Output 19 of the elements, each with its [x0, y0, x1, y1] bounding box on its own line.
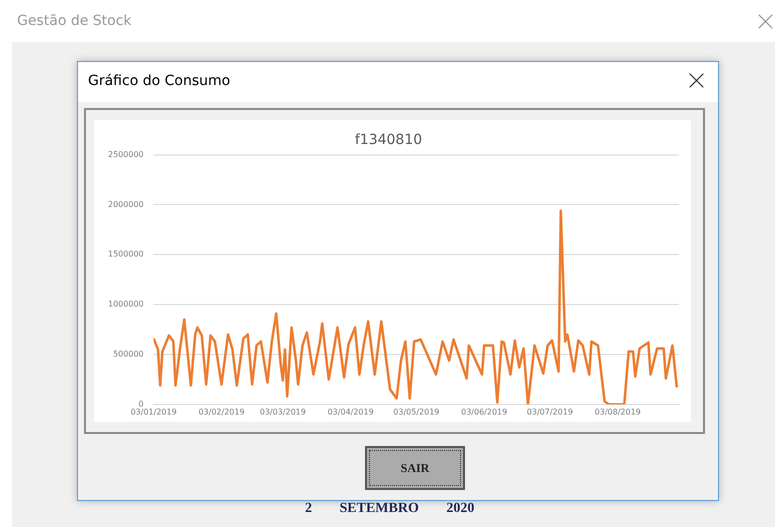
y-tick-label: 2500000 [108, 150, 144, 159]
x-tick-label: 03/03/2019 [260, 407, 306, 416]
y-tick-label: 1500000 [108, 250, 144, 259]
x-tick-label: 03/07/2019 [526, 407, 573, 416]
y-tick-label: 2000000 [108, 200, 144, 209]
text: 2 SETEMBRO 2020 [305, 501, 474, 516]
y-tick-label: 500000 [113, 350, 144, 359]
text: SAIR [400, 460, 430, 476]
y-tick-label: 0 [138, 399, 144, 408]
text: Gráfico do Consumo [88, 73, 230, 89]
text: Gestão de Stock [17, 13, 132, 29]
x-tick-label: 03/05/2019 [393, 407, 440, 416]
x-tick-label: 03/06/2019 [461, 407, 508, 416]
x-tick-label: 03/08/2019 [594, 407, 641, 416]
chart-title: f1340810 [354, 132, 422, 148]
x-tick-label: 03/02/2019 [198, 407, 245, 416]
x-tick-label: 03/01/2019 [130, 407, 177, 416]
y-tick-label: 1000000 [108, 300, 144, 309]
x-tick-label: 03/04/2019 [328, 407, 374, 416]
